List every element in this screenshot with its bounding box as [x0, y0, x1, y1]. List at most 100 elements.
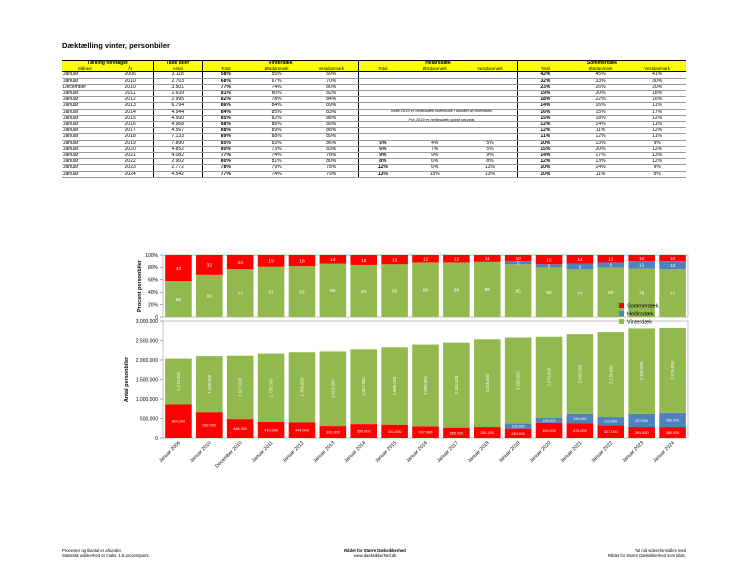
chart1-ytick-label: 100%	[145, 253, 158, 259]
table-cell: Januar	[62, 96, 108, 104]
chart1-label-vinter: 80	[546, 290, 552, 296]
chart2-label-sommer: 356.000	[357, 430, 371, 434]
chart1-bar-helaar	[566, 263, 594, 270]
chart2-category-label: Januar 2011	[251, 440, 275, 464]
chart1-bar-sommer	[597, 255, 625, 263]
table-cell	[406, 102, 464, 110]
subheader-cell: Total	[358, 66, 407, 73]
table-cell	[406, 78, 464, 85]
table-cell: 79%	[304, 171, 359, 178]
table-cell: 15%	[406, 171, 464, 178]
chart2-label-helaar: 337.000	[635, 419, 648, 423]
chart1-bar-helaar	[504, 261, 532, 265]
table-cell: 14%	[572, 164, 629, 172]
chart1-label-sommer: 12	[423, 257, 429, 263]
table-cell: 8%	[628, 171, 686, 178]
subheader-row: Måned År Antal Total Østdanmark Vestdanmark To…	[62, 66, 686, 73]
chart2-label-helaar: 210.000	[604, 420, 617, 424]
table-cell: 8%	[463, 158, 518, 166]
table-cell: 80%	[304, 84, 359, 92]
chart2-label-sommer: 864.000	[172, 420, 186, 424]
table-cell: 78%	[248, 96, 305, 104]
chart2-category-label: Januar 2019	[498, 440, 522, 464]
chart2-bar-helaar	[659, 412, 686, 428]
footer-left-1: Procenter og tilantal er afrundet.	[62, 548, 122, 553]
chart2-category-label: Januar 2023	[621, 440, 645, 464]
table-row: Januar 2019 7.890 85% 83% 86% 5% 4% 5% 10% 13% 9%	[62, 140, 686, 147]
chart1-bar-helaar	[535, 264, 563, 268]
chart2-label-sommer: 372.000	[573, 429, 587, 433]
table-row: Januar 2023 2.772 78% 79% 78% 12% 6% 13% 10% 14% 9%	[62, 164, 686, 172]
subheader-cell: Vestdanmark	[628, 66, 686, 73]
table-cell: 12%	[358, 164, 407, 172]
table-note-2: Fra 2019 er helårsdæk optalt separat.	[408, 117, 476, 122]
table-cell: 88%	[201, 127, 249, 135]
table-cell: 86%	[201, 102, 249, 110]
subheader-cell: Måned	[62, 66, 108, 73]
footer-left-2: Statistisk usikkerhed er maks. 1,8 proce…	[62, 553, 150, 559]
chart2-ytick-label: 1.000.000	[136, 397, 158, 403]
chart1-label-vinter: 78	[639, 291, 645, 297]
table-cell	[463, 127, 518, 135]
table-cell	[358, 78, 407, 85]
table-cell: Januar	[62, 102, 108, 110]
table-row: December 2010 3.501 77% 74% 80% 23% 26% 20%	[62, 84, 686, 92]
chart2-label-vinter: 1.627.000	[238, 377, 243, 396]
table-cell: 19%	[516, 90, 573, 98]
chart2-bar-vinter	[535, 336, 563, 418]
chart1-bar-sommer	[628, 255, 655, 262]
table-cell	[358, 121, 407, 129]
table-cell: 82%	[248, 115, 305, 123]
chart1-label-vinter: 86	[330, 288, 336, 294]
table-cell: 33%	[572, 78, 629, 85]
table-cell: 70%	[304, 78, 359, 85]
chart2-label-vinter: 2.076.000	[547, 367, 552, 386]
table-cell: 2018	[107, 133, 154, 141]
chart2-label-sommer: 281.000	[480, 431, 494, 435]
table-cell: 2013	[107, 102, 154, 110]
table-cell: 16%	[628, 96, 686, 104]
table-cell: Januar	[62, 115, 108, 123]
chart2-ytick-label: 2.000.000	[136, 358, 158, 364]
table-cell	[463, 71, 518, 79]
chart1-label-sommer: 12	[608, 257, 614, 263]
subheader-cell: Total	[516, 66, 573, 73]
table-cell: 12%	[572, 133, 629, 141]
chart2-label-sommer: 404.000	[295, 429, 309, 433]
footer-right-1: Tal må videreformidles med	[634, 548, 686, 553]
chart1-bar-vinter	[319, 263, 347, 317]
footer-right-2: Rådet for Større Dæksikkerhed som kilde.	[608, 553, 686, 559]
table-cell	[358, 90, 407, 98]
table-cell: 5%	[463, 146, 518, 154]
chart2-bar-helaar	[566, 413, 594, 424]
chart2-bar-vinter	[165, 358, 192, 405]
chart2-bar-vinter	[350, 349, 378, 425]
chart1-label-sommer: 16	[361, 258, 367, 264]
table-cell: 3.118	[152, 71, 203, 79]
chart2-category-label: Januar 2020	[529, 440, 553, 464]
chart1-label-helaar: 8	[610, 263, 613, 268]
table-cell: 2016	[107, 121, 154, 129]
table-note-1: Indtil 2019 er helårsdæk inderholdt i an…	[391, 108, 493, 113]
chart1-label-sommer: 23	[238, 260, 244, 266]
table-cell: 15%	[516, 115, 573, 123]
chart2-bar-sommer	[597, 425, 625, 438]
table-cell	[358, 71, 407, 79]
table-cell: 2020	[107, 146, 154, 154]
chart1-label-sommer: 18	[299, 258, 305, 264]
chart2-label-sommer: 265.000	[450, 431, 464, 435]
chart1-label-sommer: 32	[207, 263, 213, 269]
table-cell: 2022	[107, 158, 154, 166]
header-sommerdaek: Sommerdæk	[516, 60, 686, 67]
subheader-cell: Total	[201, 66, 249, 73]
chart2-category-label: Januar 2012	[281, 440, 305, 464]
header-taelling: Tælling foretaget	[62, 60, 154, 67]
chart2-bar-helaar	[504, 423, 532, 429]
chart2-label-vinter: 2.179.000	[608, 365, 613, 384]
chart1-label-helaar: 13	[670, 263, 676, 268]
footer-left: Procenter og tilantal er afrundet. Stati…	[62, 548, 150, 559]
chart2-category-label: Januar 2015	[374, 440, 398, 464]
table-cell: 9%	[463, 152, 518, 160]
table-cell: 42%	[516, 71, 573, 79]
subheader-cell: Østdanmark	[406, 66, 464, 73]
